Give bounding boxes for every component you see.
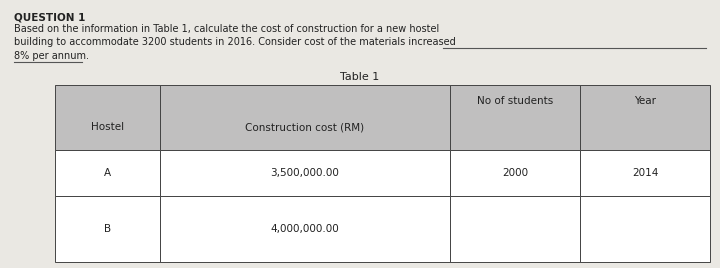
Bar	[55, 196, 160, 262]
Text: 3,500,000.00: 3,500,000.00	[271, 168, 339, 178]
Text: No of students: No of students	[477, 96, 553, 106]
Text: Year: Year	[634, 96, 656, 106]
Text: A: A	[104, 168, 111, 178]
Text: 8% per annum.: 8% per annum.	[14, 51, 89, 61]
Bar	[160, 150, 450, 196]
Bar	[450, 85, 580, 150]
Text: Hostel: Hostel	[91, 122, 124, 132]
Bar	[160, 85, 450, 150]
Text: QUESTION 1: QUESTION 1	[14, 12, 86, 22]
Bar	[55, 150, 160, 196]
Text: 2000: 2000	[502, 168, 528, 178]
Bar	[450, 150, 580, 196]
Text: Based on the information in Table 1, calculate the cost of construction for a ne: Based on the information in Table 1, cal…	[14, 24, 439, 34]
Bar	[580, 85, 710, 150]
Text: B: B	[104, 224, 111, 234]
Text: 2014: 2014	[632, 168, 658, 178]
Bar	[450, 196, 580, 262]
Bar	[160, 196, 450, 262]
Text: Construction cost (RM): Construction cost (RM)	[246, 122, 364, 132]
Bar	[580, 196, 710, 262]
Text: building to accommodate 3200 students in 2016. Consider cost of the materials in: building to accommodate 3200 students in…	[14, 37, 456, 47]
Bar	[55, 85, 160, 150]
Bar	[580, 150, 710, 196]
Text: 4,000,000.00: 4,000,000.00	[271, 224, 339, 234]
Text: Table 1: Table 1	[341, 72, 379, 82]
